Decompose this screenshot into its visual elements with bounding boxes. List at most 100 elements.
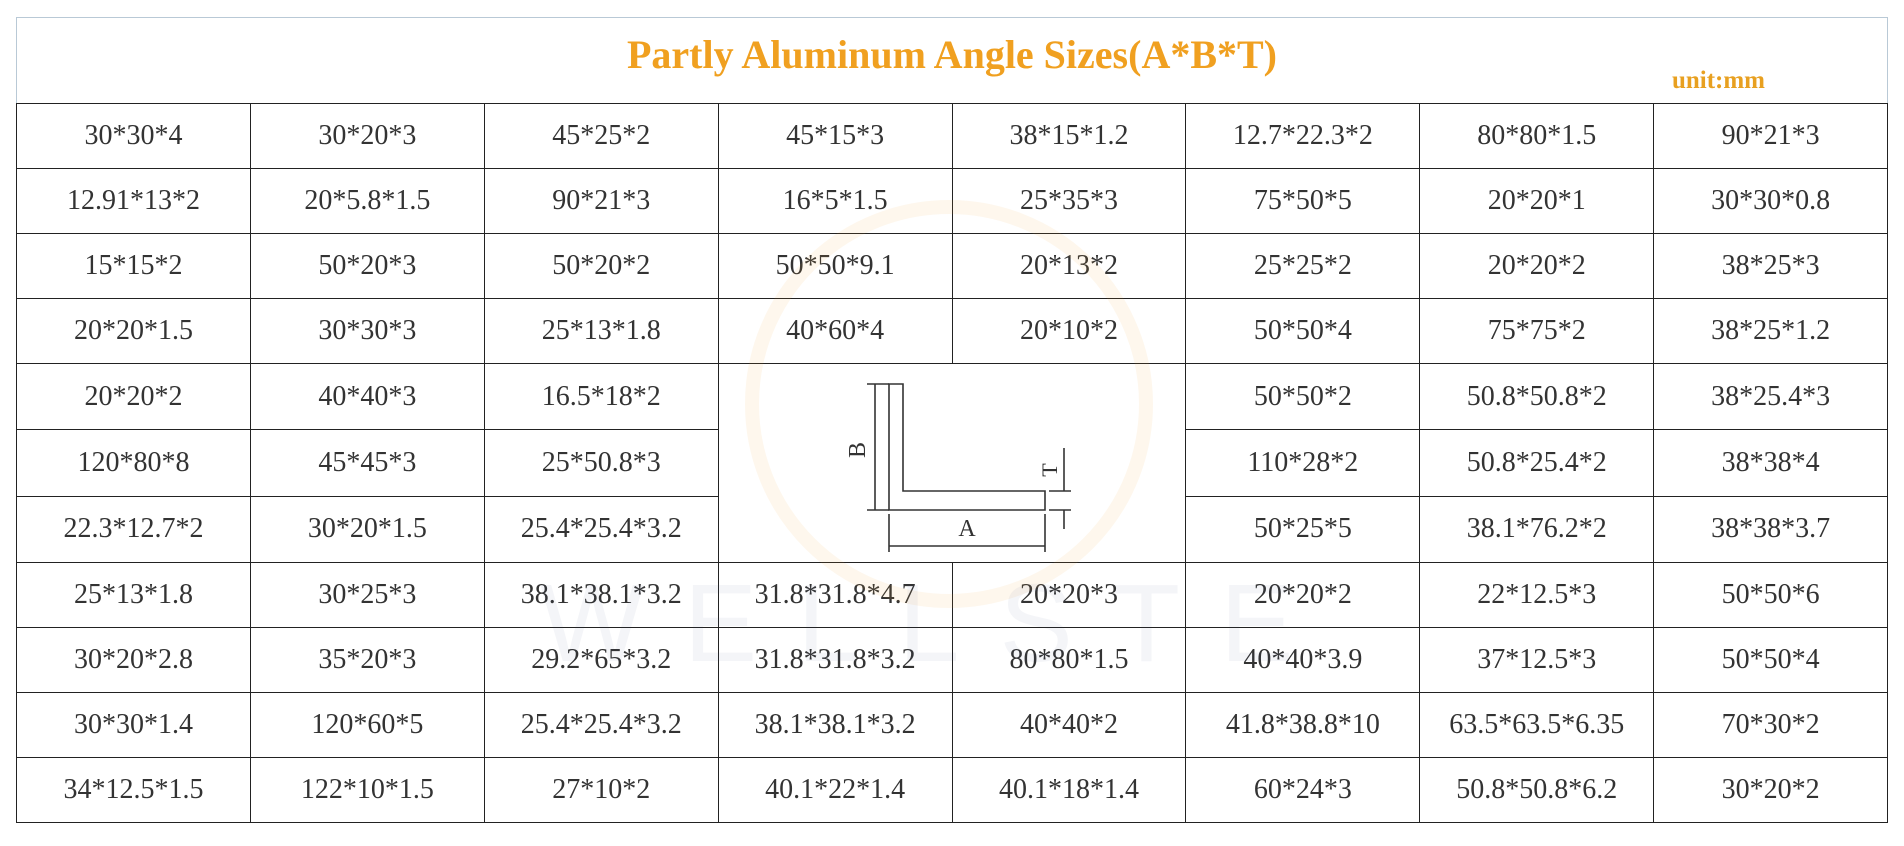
size-cell: 75*50*5	[1185, 168, 1421, 234]
size-cell: 31.8*31.8*3.2	[717, 627, 953, 693]
table-row: 12.91*13*2 20*5.8*1.5 90*21*3 16*5*1.5 25*35…	[16, 168, 1888, 234]
size-cell: 50.8*50.8*6.2	[1419, 757, 1655, 823]
size-cell: 22*12.5*3	[1419, 562, 1655, 628]
size-cell: 30*20*2.8	[16, 627, 251, 693]
size-cell: 38*38*3.7	[1653, 495, 1888, 564]
size-cell: 25.4*25.4*3.2	[483, 692, 719, 758]
size-cell: 50*50*6	[1653, 562, 1888, 628]
size-cell: 50.8*25.4*2	[1419, 429, 1655, 497]
size-cell: 120*60*5	[249, 692, 485, 758]
size-cell: 25*50.8*3	[483, 429, 719, 497]
angle-diagram: A B T	[845, 383, 1071, 552]
size-cell: 30*20*2	[1653, 757, 1888, 823]
size-cell: 122*10*1.5	[249, 757, 485, 823]
table-row: 120*80*8 45*45*3 25*50.8*3 110*28*2 50.8*25.…	[16, 429, 1888, 497]
size-cell: 20*5.8*1.5	[249, 168, 485, 234]
table-wrap: Partly Aluminum Angle Sizes(A*B*T) unit:…	[16, 17, 1888, 823]
size-cell: 90*21*3	[1653, 103, 1888, 169]
size-cell: 70*30*2	[1653, 692, 1888, 758]
size-cell: 50*50*9.1	[717, 233, 953, 299]
size-cell: 20*20*1.5	[16, 298, 251, 364]
size-cell: 38.1*38.1*3.2	[483, 562, 719, 628]
table-row: 22.3*12.7*2 30*20*1.5 25.4*25.4*3.2 50*25*5…	[16, 495, 1888, 564]
size-cell: 12.7*22.3*2	[1185, 103, 1421, 169]
size-cell: 38*25.4*3	[1653, 362, 1888, 431]
size-cell: 63.5*63.5*6.35	[1419, 692, 1655, 758]
size-cell: 37*12.5*3	[1419, 627, 1655, 693]
size-cell: 50*50*4	[1185, 298, 1421, 364]
size-cell: 50*50*4	[1653, 627, 1888, 693]
title-cell: Partly Aluminum Angle Sizes(A*B*T) unit:…	[16, 17, 1888, 104]
size-cell: 38*25*1.2	[1653, 298, 1888, 364]
size-cell: 20*20*2	[1185, 562, 1421, 628]
size-cell: 40*60*4	[717, 298, 953, 364]
size-cell: 41.8*38.8*10	[1185, 692, 1421, 758]
size-cell: 40*40*2	[951, 692, 1187, 758]
sizes-table: Partly Aluminum Angle Sizes(A*B*T) unit:…	[16, 17, 1888, 823]
size-cell: 45*25*2	[483, 103, 719, 169]
size-cell: 25*25*2	[1185, 233, 1421, 299]
size-cell: 31.8*31.8*4.7	[717, 562, 953, 628]
size-cell: 40*40*3	[249, 362, 485, 431]
table-row: 34*12.5*1.5 122*10*1.5 27*10*2 40.1*22*1.4 4…	[16, 757, 1888, 823]
size-cell: 80*80*1.5	[1419, 103, 1655, 169]
size-cell: 22.3*12.7*2	[16, 495, 251, 564]
size-cell: 75*75*2	[1419, 298, 1655, 364]
size-cell: 50*20*2	[483, 233, 719, 299]
size-cell: 35*20*3	[249, 627, 485, 693]
size-cell: 50*20*3	[249, 233, 485, 299]
size-cell: 50*25*5	[1185, 495, 1421, 564]
table-row: 30*30*4 30*20*3 45*25*2 45*15*3 38*15*1.2 12.…	[16, 103, 1888, 169]
size-cell: 60*24*3	[1185, 757, 1421, 823]
size-cell: 90*21*3	[483, 168, 719, 234]
size-cell: 12.91*13*2	[16, 168, 251, 234]
size-cell: 30*20*1.5	[249, 495, 485, 564]
label-a: A	[958, 516, 976, 542]
title: Partly Aluminum Angle Sizes(A*B*T)	[626, 32, 1278, 77]
size-cell: 27*10*2	[483, 757, 719, 823]
size-cell: 20*20*3	[951, 562, 1187, 628]
diagram-cell: A B T	[717, 363, 1187, 563]
size-cell: 30*30*0.8	[1653, 168, 1888, 234]
size-cell: 30*30*4	[16, 103, 251, 169]
table-row: 25*13*1.8 30*25*3 38.1*38.1*3.2 31.8*31.8*4…	[16, 562, 1888, 628]
unit: unit:mm	[1671, 67, 1765, 94]
table-row: 20*20*1.5 30*30*3 25*13*1.8 40*60*4 20*10*2 5…	[16, 298, 1888, 364]
size-cell: 38*38*4	[1653, 429, 1888, 497]
size-cell: 29.2*65*3.2	[483, 627, 719, 693]
size-cell: 80*80*1.5	[951, 627, 1187, 693]
size-cell: 45*45*3	[249, 429, 485, 497]
table-row: 30*30*1.4 120*60*5 25.4*25.4*3.2 38.1*38.1*…	[16, 692, 1888, 758]
size-cell: 50.8*50.8*2	[1419, 362, 1655, 431]
size-cell: 15*15*2	[16, 233, 251, 299]
size-cell: 20*10*2	[951, 298, 1187, 364]
size-cell: 40.1*22*1.4	[717, 757, 953, 823]
size-cell: 20*20*2	[1419, 233, 1655, 299]
size-cell: 45*15*3	[717, 103, 953, 169]
size-cell: 25*35*3	[951, 168, 1187, 234]
table-row: 15*15*2 50*20*3 50*20*2 50*50*9.1 20*13*2 25*…	[16, 233, 1888, 299]
size-cell: 16.5*18*2	[483, 362, 719, 431]
size-cell: 30*30*3	[249, 298, 485, 364]
size-cell: 30*20*3	[249, 103, 485, 169]
size-cell: 25*13*1.8	[483, 298, 719, 364]
label-t: T	[1037, 463, 1062, 477]
size-cell: 40.1*18*1.4	[951, 757, 1187, 823]
size-cell: 50*50*2	[1185, 362, 1421, 431]
size-cell: 110*28*2	[1185, 429, 1421, 497]
size-cell: 30*30*1.4	[16, 692, 251, 758]
label-b: B	[845, 442, 871, 458]
table-row: 30*20*2.8 35*20*3 29.2*65*3.2 31.8*31.8*3.2…	[16, 627, 1888, 693]
size-cell: 40*40*3.9	[1185, 627, 1421, 693]
size-cell: 38.1*38.1*3.2	[717, 692, 953, 758]
size-cell: 16*5*1.5	[717, 168, 953, 234]
size-cell: 38*15*1.2	[951, 103, 1187, 169]
size-cell: 38*25*3	[1653, 233, 1888, 299]
size-cell: 25.4*25.4*3.2	[483, 495, 719, 564]
size-cell: 25*13*1.8	[16, 562, 251, 628]
size-cell: 20*13*2	[951, 233, 1187, 299]
size-cell: 20*20*2	[16, 362, 251, 431]
size-cell: 20*20*1	[1419, 168, 1655, 234]
table-row: 20*20*2 40*40*3 16.5*18*2 A B T 50*50*2 50.…	[16, 362, 1888, 563]
